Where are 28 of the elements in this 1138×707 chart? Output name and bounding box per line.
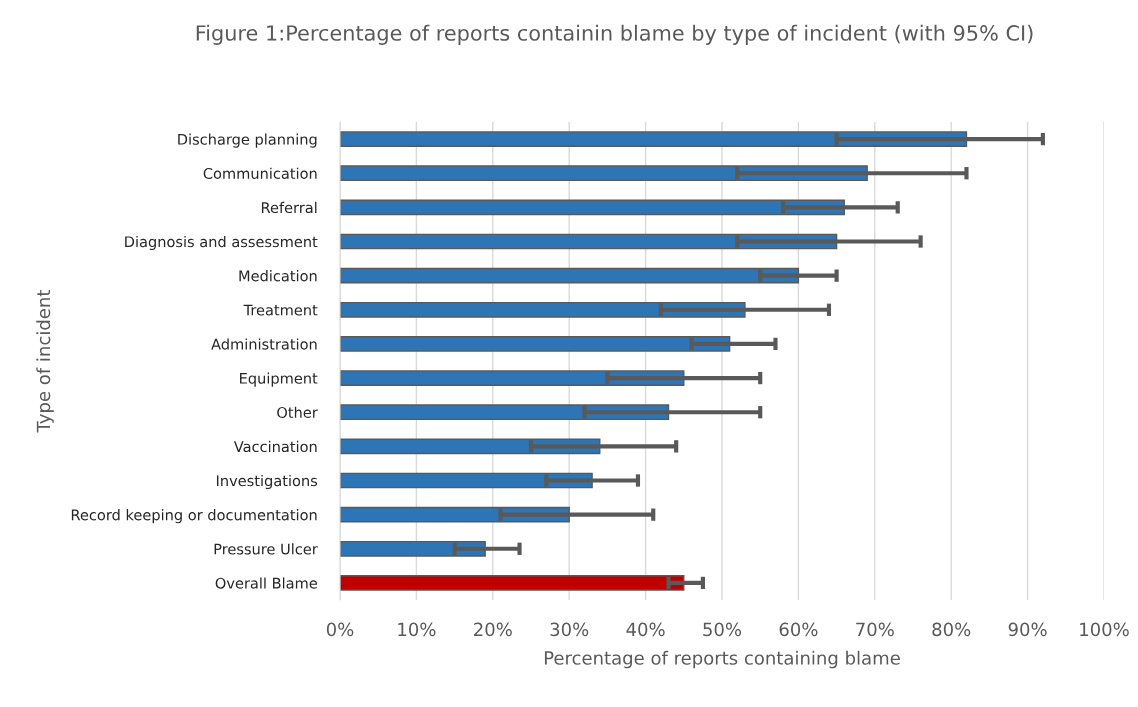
y-tick-label: Communication: [203, 167, 317, 179]
x-tick-label: 0%: [326, 622, 354, 637]
x-tick-label: 10%: [398, 622, 436, 637]
y-tick-label: Investigations: [216, 474, 318, 490]
y-tick-label: Referral: [261, 201, 317, 214]
x-axis-title: Percentage of reports containing blame: [544, 650, 900, 669]
y-tick-label: Other: [277, 406, 318, 418]
x-tick-label: 100%: [1080, 622, 1129, 637]
chart-title: Figure 1:Percentage of reports containin blame by type of incident (with 95% CI): [196, 24, 1033, 45]
x-tick-label: 70%: [856, 622, 894, 637]
y-tick-label: Medication: [239, 270, 317, 282]
x-tick-label: 30%: [550, 622, 589, 637]
y-tick-label: Pressure Ulcer: [214, 543, 318, 555]
y-tick-label: Equipment: [240, 372, 318, 387]
y-axis-title: Type of incident: [36, 290, 54, 433]
x-tick-label: 20%: [474, 622, 512, 637]
y-tick-label: Record keeping or documentation: [71, 509, 317, 524]
x-tick-label: 50%: [703, 622, 742, 637]
x-tick-label: 80%: [932, 622, 971, 637]
y-tick-label: Administration: [211, 338, 317, 350]
y-tick-label: Overall Blame: [215, 577, 317, 589]
y-tick-label: Diagnosis and assessment: [125, 235, 318, 251]
x-tick-label: 60%: [779, 622, 818, 637]
y-tick-label: Treatment: [243, 304, 318, 316]
y-tick-label: Vaccination: [233, 440, 317, 453]
x-tick-label: 90%: [1008, 622, 1047, 637]
x-tick-label: 40%: [626, 622, 665, 637]
y-tick-label: Discharge planning: [178, 133, 317, 148]
